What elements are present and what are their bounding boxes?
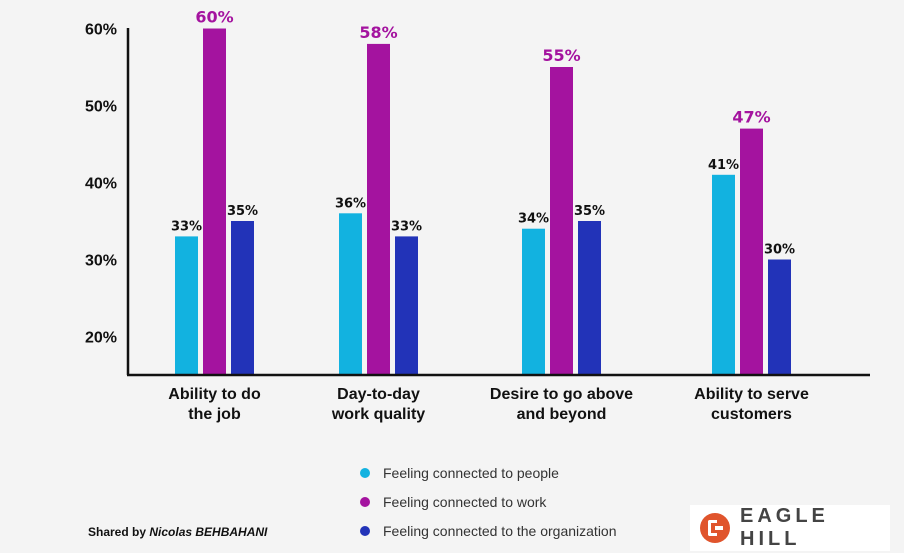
legend-label-people: Feeling connected to people — [383, 464, 559, 481]
data-label: 30% — [764, 243, 795, 258]
y-tick-label: 30% — [85, 253, 117, 270]
y-tick-label: 40% — [85, 176, 117, 193]
eagle-hill-logo-text: EAGLE HILL — [740, 505, 829, 550]
bar — [203, 28, 226, 375]
legend-dot-work — [360, 496, 370, 507]
legend-label-organization: Feeling connected to the organization — [383, 522, 617, 539]
legend-dot-organization — [360, 525, 370, 536]
legend-dot-people — [360, 467, 370, 478]
data-label: 35% — [574, 204, 605, 219]
data-label: 33% — [391, 219, 422, 234]
y-tick-label: 60% — [85, 22, 117, 39]
data-label: 33% — [171, 219, 202, 234]
bar — [768, 259, 791, 375]
data-label: 36% — [335, 196, 366, 211]
eagle-hill-logo-icon — [700, 513, 730, 543]
legend: Feeling connected to people Feeling conn… — [360, 458, 617, 545]
x-tick-label: Ability to serve — [694, 386, 809, 403]
credit-prefix: Shared by — [88, 525, 150, 539]
x-tick-label: and beyond — [517, 406, 607, 423]
data-label: 41% — [708, 158, 739, 173]
x-tick-label: Ability to do — [168, 386, 261, 403]
bar — [578, 221, 601, 375]
legend-item-work: Feeling connected to work — [360, 487, 617, 516]
data-label: 35% — [227, 204, 258, 219]
x-tick-label: the job — [188, 406, 241, 423]
bar — [367, 43, 390, 376]
bar — [395, 236, 418, 375]
data-label: 47% — [732, 108, 770, 127]
x-tick-label: customers — [711, 406, 792, 423]
legend-item-organization: Feeling connected to the organization — [360, 516, 617, 545]
bar — [339, 213, 362, 375]
bar — [550, 67, 573, 375]
x-tick-label: Desire to go above — [490, 386, 633, 403]
bar — [740, 128, 763, 375]
bar — [712, 174, 735, 375]
legend-item-people: Feeling connected to people — [360, 458, 617, 487]
x-tick-label: Day-to-day — [337, 386, 420, 403]
eagle-hill-logo: EAGLE HILL — [690, 505, 890, 551]
data-label: 55% — [542, 46, 580, 65]
credit-text: Shared by Nicolas BEHBAHANI — [88, 525, 267, 539]
legend-label-work: Feeling connected to work — [383, 493, 547, 510]
credit-author: Nicolas BEHBAHANI — [149, 525, 268, 539]
y-tick-label: 20% — [85, 330, 117, 347]
x-tick-label: work quality — [331, 406, 425, 423]
y-tick-label: 50% — [85, 99, 117, 116]
bar — [522, 228, 545, 375]
chart: 20% 30% 40% 50% 60% 33% 60% 35% 36% 58% 33% 34% 55%… — [85, 8, 870, 423]
data-label: 34% — [518, 212, 549, 227]
data-label: 60% — [195, 8, 233, 27]
data-label: 58% — [359, 23, 397, 42]
bar — [231, 221, 254, 375]
bar — [175, 236, 198, 375]
